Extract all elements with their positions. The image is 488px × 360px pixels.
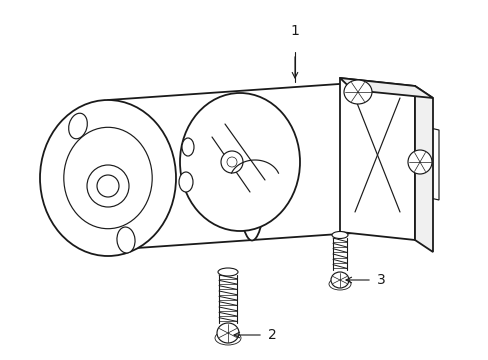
Ellipse shape	[226, 157, 237, 167]
Polygon shape	[414, 86, 432, 252]
Text: 3: 3	[376, 273, 385, 287]
Ellipse shape	[221, 151, 243, 173]
Polygon shape	[339, 78, 432, 98]
Polygon shape	[339, 78, 414, 240]
Ellipse shape	[330, 272, 348, 288]
Ellipse shape	[182, 138, 194, 156]
Ellipse shape	[87, 165, 129, 207]
Ellipse shape	[328, 278, 350, 290]
Ellipse shape	[217, 323, 239, 343]
Ellipse shape	[97, 175, 119, 197]
Ellipse shape	[218, 268, 238, 276]
Ellipse shape	[68, 113, 87, 139]
Ellipse shape	[40, 100, 176, 256]
Ellipse shape	[179, 172, 193, 192]
Ellipse shape	[407, 150, 431, 174]
Text: 1: 1	[290, 24, 299, 38]
Ellipse shape	[63, 127, 152, 229]
Ellipse shape	[237, 95, 266, 240]
Ellipse shape	[180, 93, 299, 231]
Ellipse shape	[117, 227, 135, 253]
Text: 2: 2	[267, 328, 276, 342]
Ellipse shape	[343, 80, 371, 104]
Ellipse shape	[331, 231, 347, 238]
Polygon shape	[416, 125, 438, 200]
Ellipse shape	[215, 331, 241, 345]
